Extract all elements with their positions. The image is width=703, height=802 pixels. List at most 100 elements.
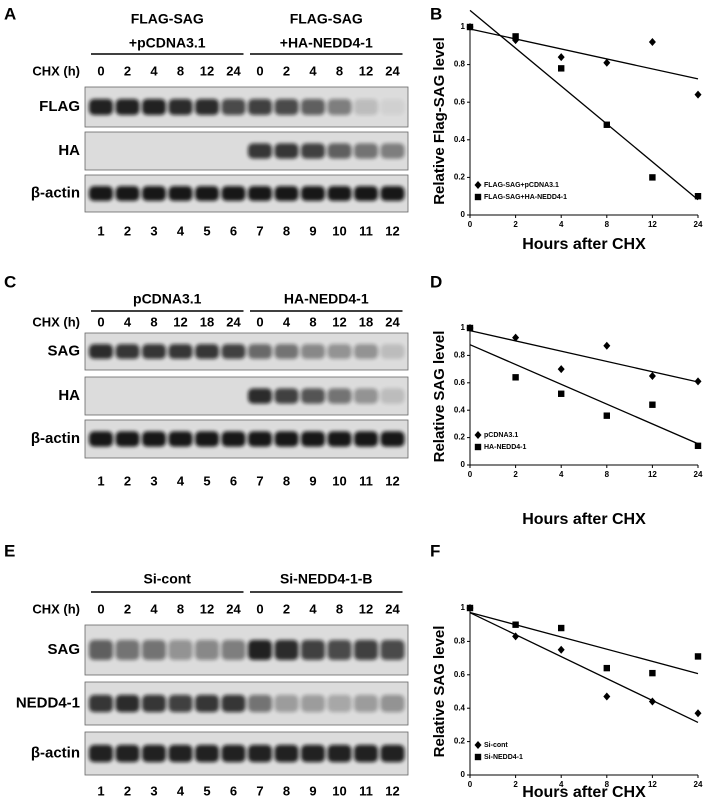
y-tick-label: 0.4 [454,405,466,414]
data-point [466,604,474,612]
lane-number: 8 [283,223,290,238]
time-label: 8 [336,601,343,616]
band [221,694,246,713]
data-point [512,33,519,40]
band [115,694,140,713]
y-axis-label: Relative Flag-SAG level [431,37,448,205]
y-tick-label: 0.6 [454,97,466,106]
time-label: 0 [97,63,104,78]
time-label: 12 [332,314,346,329]
data-point [512,374,519,381]
band [248,99,272,115]
y-axis-label: Relative SAG level [431,331,448,463]
group-label: Si-NEDD4-1-B [280,571,373,587]
time-label: 12 [359,63,373,78]
panel-letter: F [430,541,440,560]
band [115,99,140,115]
time-label: 12 [200,601,214,616]
data-point [649,174,656,181]
band [168,694,193,713]
x-tick-label: 0 [468,470,473,479]
band [301,143,325,159]
y-tick-label: 0.4 [454,703,466,712]
y-tick-label: 0.2 [454,433,466,442]
band [354,99,378,115]
lane-number: 9 [309,473,316,488]
lane-number: 2 [124,223,131,238]
row-label: FLAG [39,98,80,115]
band [274,388,299,404]
band [142,640,166,660]
data-point [558,390,565,397]
time-label: 4 [309,63,317,78]
band [354,694,378,713]
time-axis-label: CHX (h) [32,63,80,78]
time-label: 2 [283,601,290,616]
band [115,640,140,660]
band [221,744,246,763]
y-tick-label: 0 [461,770,466,779]
time-label: 24 [226,63,241,78]
x-tick-label: 24 [694,780,703,789]
band [89,99,113,115]
band [380,431,405,447]
group-label: FLAG-SAG [131,11,204,27]
band [248,744,272,763]
lane-number: 10 [332,783,346,798]
time-label: 24 [385,63,400,78]
legend-label: FLAG-SAG+pCDNA3.1 [484,182,559,189]
band [89,344,113,359]
band [301,431,325,447]
band [380,344,405,359]
time-label: 12 [200,63,214,78]
band [195,99,219,115]
data-point [557,365,565,374]
band [195,344,219,359]
data-point [557,645,565,654]
band [115,186,140,201]
band [354,640,378,660]
time-label: 0 [256,63,263,78]
band [327,431,352,447]
trend-line [469,344,699,445]
band [168,640,193,660]
band [248,186,272,201]
data-point [648,38,656,47]
band [221,640,246,660]
panel-letter: C [4,272,16,291]
data-point [603,664,610,672]
lane-number: 5 [203,473,210,488]
data-point [694,90,702,99]
group-label: FLAG-SAG [290,11,363,27]
lane-number: 12 [385,783,399,798]
lane-number: 5 [203,223,210,238]
data-point [512,632,520,641]
time-label: 12 [359,601,373,616]
band [327,388,352,404]
band [248,388,272,404]
legend-label: FLAG-SAG+HA-NEDD4-1 [484,194,567,201]
lane-number: 5 [203,783,210,798]
legend-label: HA-NEDD4-1 [484,444,527,451]
x-tick-label: 0 [468,780,473,789]
y-tick-label: 0 [461,210,466,219]
time-label: 0 [256,601,263,616]
data-point [603,412,610,419]
time-label: 24 [385,601,400,616]
x-tick-label: 0 [468,220,473,229]
data-point [558,65,565,72]
time-label: 2 [124,601,131,616]
data-point [603,121,610,128]
lane-number: 6 [230,783,237,798]
time-label: 8 [336,63,343,78]
band [248,431,272,447]
y-tick-label: 0 [461,460,466,469]
data-point [649,401,656,408]
data-point [648,697,656,706]
time-label: 24 [226,601,241,616]
x-tick-label: 4 [559,780,564,789]
band [168,99,193,115]
band [142,186,166,201]
lane-number: 7 [256,473,263,488]
